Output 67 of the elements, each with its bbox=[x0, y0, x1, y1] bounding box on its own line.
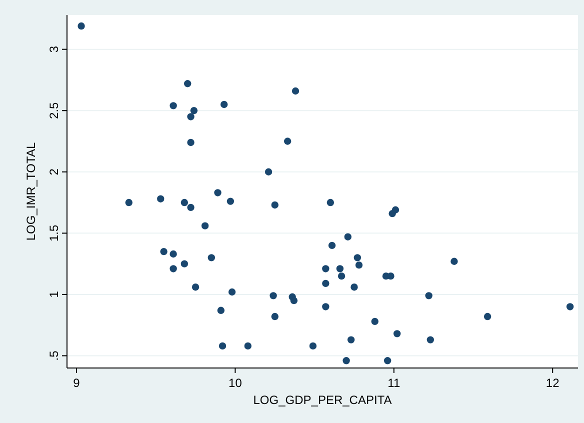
point bbox=[292, 87, 300, 95]
point bbox=[220, 100, 228, 108]
point bbox=[290, 296, 298, 304]
point bbox=[326, 198, 334, 206]
point bbox=[78, 22, 85, 30]
point bbox=[355, 261, 363, 269]
point bbox=[566, 303, 574, 310]
point bbox=[170, 250, 177, 258]
y-tick-label: 2.5 bbox=[47, 102, 61, 119]
point bbox=[160, 248, 168, 256]
point bbox=[208, 254, 216, 262]
point bbox=[187, 113, 194, 120]
x-tick-label: 11 bbox=[388, 376, 400, 390]
point bbox=[322, 303, 330, 310]
point bbox=[484, 312, 492, 320]
point bbox=[187, 204, 194, 212]
point bbox=[322, 265, 330, 272]
point bbox=[201, 222, 209, 230]
y-tick-label: 1 bbox=[47, 290, 61, 298]
y-tick-label: 1.5 bbox=[47, 224, 61, 242]
x-tick-label: 10 bbox=[228, 376, 242, 390]
point bbox=[244, 342, 252, 350]
x-axis-title: LOG_GDP_PER_CAPITA bbox=[253, 393, 392, 407]
x-tick-label: 9 bbox=[73, 376, 80, 390]
y-tick-label: 3 bbox=[47, 46, 61, 53]
point bbox=[338, 272, 346, 280]
point bbox=[187, 138, 194, 146]
point bbox=[218, 342, 226, 350]
point bbox=[450, 258, 458, 265]
point bbox=[354, 254, 362, 262]
point bbox=[264, 168, 272, 176]
point bbox=[347, 336, 355, 344]
point bbox=[226, 198, 234, 205]
point bbox=[384, 357, 392, 364]
point bbox=[157, 195, 164, 202]
point bbox=[322, 280, 330, 288]
point bbox=[336, 265, 344, 272]
point bbox=[426, 336, 434, 344]
y-tick-label: .5 bbox=[47, 350, 61, 361]
point bbox=[271, 201, 278, 209]
point bbox=[125, 198, 132, 206]
point bbox=[180, 260, 188, 268]
x-tick-label: 12 bbox=[546, 376, 560, 390]
point bbox=[371, 318, 378, 326]
point bbox=[328, 242, 336, 250]
point bbox=[217, 306, 225, 314]
y-tick-label: 2 bbox=[47, 168, 61, 176]
point bbox=[350, 284, 358, 291]
point bbox=[425, 292, 432, 300]
point bbox=[170, 265, 177, 272]
point bbox=[344, 233, 352, 240]
point bbox=[170, 102, 177, 110]
point bbox=[284, 138, 292, 145]
point bbox=[184, 80, 192, 88]
point bbox=[392, 206, 400, 214]
y-axis-title: LOG_IMR_TOTAL bbox=[24, 142, 38, 241]
point bbox=[192, 284, 200, 291]
point bbox=[393, 330, 401, 338]
point bbox=[180, 198, 188, 206]
point bbox=[214, 189, 222, 196]
point bbox=[228, 288, 236, 296]
point bbox=[309, 342, 317, 350]
point bbox=[387, 272, 394, 280]
point bbox=[271, 312, 278, 320]
point bbox=[270, 292, 277, 300]
point bbox=[190, 107, 198, 114]
point bbox=[342, 357, 350, 364]
